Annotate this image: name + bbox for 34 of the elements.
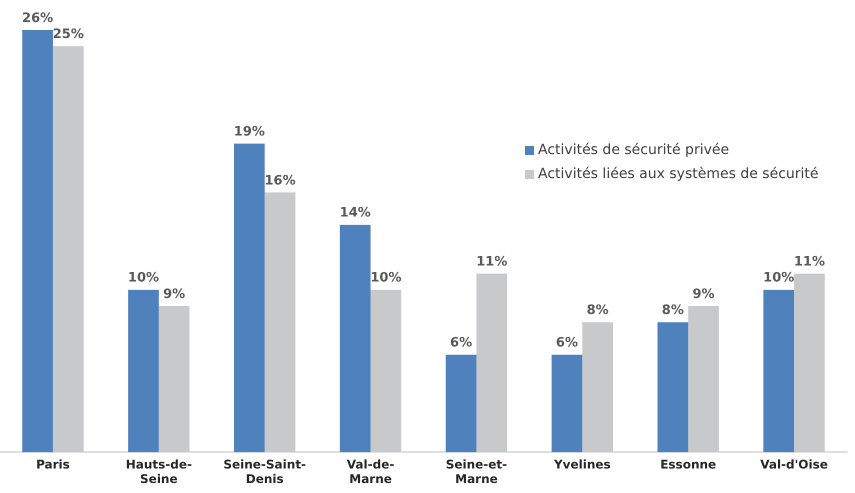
data-label: 6% <box>556 336 578 351</box>
data-label: 6% <box>450 336 472 351</box>
data-label: 26% <box>22 10 54 26</box>
x-tick-label: Seine-Saint-Denis <box>223 458 306 486</box>
x-tick-label: Yvelines <box>552 458 611 472</box>
data-label: 9% <box>163 286 186 302</box>
bar <box>552 354 582 452</box>
data-label: 11% <box>794 254 825 270</box>
bar <box>22 30 53 452</box>
data-label: 8% <box>586 303 609 318</box>
x-tick-label: Val-d'Oise <box>760 458 828 472</box>
x-tick-label: Paris <box>36 458 70 472</box>
data-label: 19% <box>234 124 265 140</box>
bar <box>128 290 159 452</box>
data-label: 10% <box>370 270 402 286</box>
data-label: 11% <box>476 254 508 270</box>
data-label: 16% <box>264 173 296 188</box>
data-label: 10% <box>128 270 160 286</box>
data-label: 14% <box>340 206 371 221</box>
x-tick-label: Essonne <box>660 458 716 472</box>
bar <box>657 322 688 452</box>
data-label: 25% <box>52 27 84 42</box>
legend-label: Activités liées aux systèmes de sécurité <box>538 166 819 182</box>
bar <box>340 224 371 452</box>
data-label: 9% <box>692 286 715 302</box>
x-tick-label: Seine-et-Marne <box>446 458 508 486</box>
bar <box>446 354 476 452</box>
data-label: 8% <box>662 303 684 318</box>
bar <box>763 290 794 452</box>
bar <box>234 144 265 452</box>
x-tick-label: Val-de-Marne <box>346 458 394 486</box>
legend-label: Activités de sécurité privée <box>538 142 730 158</box>
x-tick-label: Hauts-de-Seine <box>126 458 192 486</box>
data-label: 10% <box>763 270 794 286</box>
